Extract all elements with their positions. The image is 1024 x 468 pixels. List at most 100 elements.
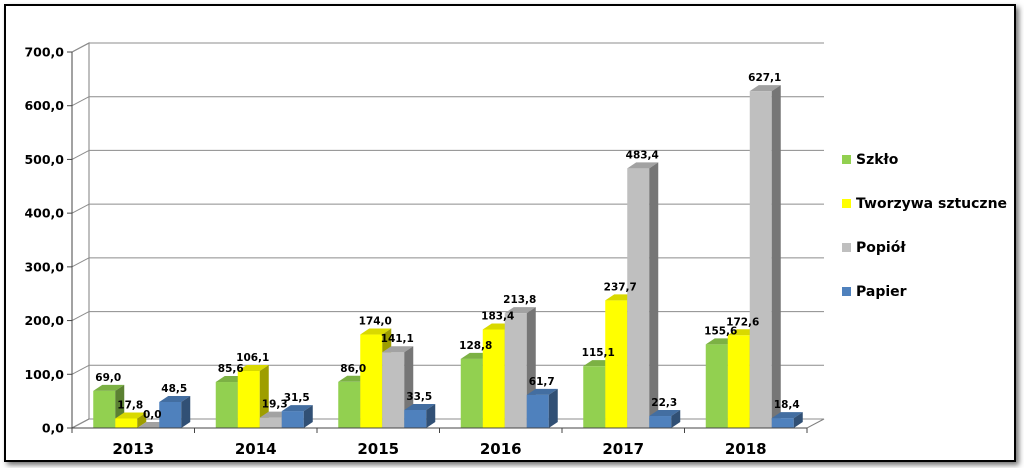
bar-front	[382, 352, 405, 428]
data-label: 128,8	[459, 340, 492, 352]
data-label: 33,5	[406, 391, 432, 403]
chart-frame: 0,0 100,0 200,0 300,0 400,0 500,0 600,0 700,0 6…	[4, 4, 1016, 462]
legend-swatch	[842, 287, 851, 296]
bar-front	[482, 329, 505, 428]
gridline-side	[71, 42, 90, 53]
data-label: 213,8	[503, 294, 536, 306]
bar-top	[159, 395, 191, 402]
data-label: 237,7	[604, 281, 637, 293]
x-tick-label: 2015	[357, 440, 399, 458]
gridline-side	[71, 96, 90, 107]
bar-side	[771, 85, 781, 428]
y-tick-label: 700,0	[24, 45, 64, 60]
bar-top	[526, 388, 558, 395]
bar	[237, 365, 269, 428]
legend-swatch	[842, 243, 851, 252]
data-label: 115,1	[582, 347, 615, 359]
legend-label: Tworzywa sztuczne	[856, 196, 1007, 212]
data-label: 86,0	[340, 363, 366, 375]
bar	[382, 346, 414, 428]
y-tick-label: 100,0	[24, 367, 64, 382]
bar-front	[338, 381, 361, 428]
y-tick-label: 300,0	[24, 259, 64, 274]
bar-front	[526, 394, 549, 428]
data-label: 183,4	[481, 310, 514, 322]
data-label: 155,6	[704, 325, 737, 337]
data-label: 48,5	[161, 383, 187, 395]
bar-side	[137, 412, 147, 428]
x-tick-label: 2017	[602, 440, 644, 458]
x-tick-label: 2014	[235, 440, 277, 458]
bar-side	[649, 162, 659, 428]
legend-item: Papier	[842, 284, 907, 300]
data-label: 18,4	[774, 399, 800, 411]
bar-side	[259, 365, 269, 428]
bar-front	[215, 382, 238, 428]
bar-top	[382, 346, 414, 353]
bar-top	[281, 405, 313, 412]
y-axis: 0,0 100,0 200,0 300,0 400,0 500,0 600,0 700,0	[24, 45, 73, 436]
y-tick-label: 0,0	[42, 421, 64, 436]
bar	[526, 388, 558, 428]
bar-front	[583, 366, 606, 428]
bar	[771, 412, 803, 428]
data-label: 174,0	[359, 316, 392, 328]
bar-top	[237, 365, 269, 372]
data-label: 0,0	[143, 409, 162, 421]
legend-label: Papier	[856, 284, 907, 300]
bar-top	[504, 307, 536, 314]
bar-front	[404, 410, 427, 428]
data-label: 31,5	[284, 392, 310, 404]
y-tick-label: 400,0	[24, 206, 64, 221]
bar-front	[649, 416, 672, 428]
data-label: 141,1	[381, 333, 414, 345]
bar-front	[93, 390, 116, 428]
data-label: 106,1	[236, 352, 269, 364]
bar	[281, 405, 313, 428]
bar-side	[181, 395, 191, 428]
gridline-side	[71, 364, 90, 375]
bar-front	[259, 417, 282, 428]
bar-front	[504, 313, 527, 428]
data-label: 627,1	[748, 72, 781, 84]
bar-top	[627, 162, 659, 169]
gridline-side	[71, 257, 90, 268]
bars	[93, 85, 803, 428]
data-label: 61,7	[529, 376, 555, 388]
bar-top	[115, 412, 147, 419]
data-label: 85,6	[218, 363, 244, 375]
bar-side	[426, 404, 436, 428]
data-label: 483,4	[626, 149, 659, 161]
legend-item: Popiół	[842, 240, 906, 256]
gridline-side	[71, 149, 90, 160]
bar-top	[749, 85, 781, 92]
bar-front	[237, 371, 260, 428]
y-tick-label: 500,0	[24, 152, 64, 167]
bar	[649, 410, 681, 428]
bar-side	[548, 388, 558, 428]
bar-front	[159, 401, 182, 428]
bar-chart: 0,0 100,0 200,0 300,0 400,0 500,0 600,0 700,0 6…	[24, 42, 1007, 458]
bar-front	[115, 418, 138, 428]
bar-front	[705, 344, 728, 428]
bar-top	[93, 384, 125, 391]
legend-item: Szkło	[842, 152, 899, 168]
legend-label: Popiół	[856, 240, 906, 256]
x-tick-label: 2013	[112, 440, 154, 458]
x-tick-label: 2016	[480, 440, 522, 458]
bar-side	[303, 405, 313, 428]
gridlines	[71, 42, 824, 429]
bar	[627, 162, 659, 428]
bar-front	[771, 418, 794, 428]
bar	[749, 85, 781, 428]
gridline-side	[71, 418, 90, 429]
bar	[404, 404, 436, 428]
legend-label: Szkło	[856, 152, 899, 168]
bar-front	[360, 334, 383, 428]
y-tick-label: 600,0	[24, 98, 64, 113]
bar-front	[749, 91, 772, 428]
bar-top	[404, 404, 436, 411]
bar	[159, 395, 191, 428]
y-tick-label: 200,0	[24, 313, 64, 328]
